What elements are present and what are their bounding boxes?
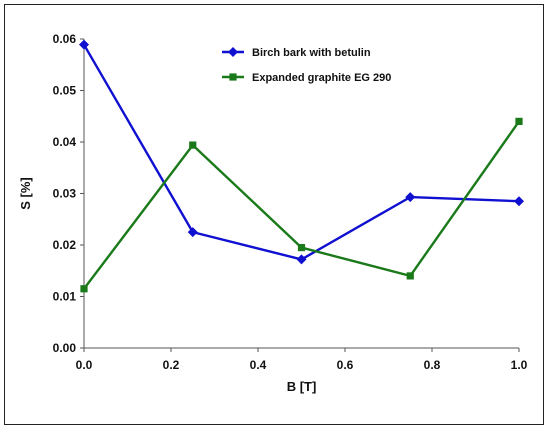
legend-label: Expanded graphite EG 290 — [252, 72, 391, 84]
x-axis-label: B [T] — [287, 379, 317, 394]
series-1 — [79, 39, 524, 265]
legend-entry-1: Birch bark with betulin — [222, 47, 371, 59]
legend-label: Birch bark with betulin — [252, 47, 371, 59]
y-tick-label: 0.05 — [53, 84, 77, 98]
x-tick-label: 1.0 — [511, 358, 528, 372]
data-point — [297, 243, 306, 252]
x-tick-label: 0.6 — [337, 358, 354, 372]
data-point — [405, 192, 416, 203]
data-point — [514, 196, 524, 207]
x-tick-label: 0.4 — [250, 358, 267, 372]
data-point — [515, 117, 523, 125]
legend-entry-2: Expanded graphite EG 290 — [222, 72, 391, 84]
y-tick-label: 0.02 — [53, 238, 77, 252]
ticks: 0.00 0.01 0.02 0.03 0.04 0.05 0.06 0.0 0.2 0.4 0.6… — [53, 32, 528, 372]
x-tick-label: 0.8 — [424, 358, 441, 372]
data-point — [79, 39, 89, 50]
data-point — [296, 254, 307, 265]
legend: Birch bark with betulin Expanded graphite… — [222, 47, 391, 84]
series-2 — [80, 117, 523, 293]
y-tick-label: 0.04 — [53, 135, 77, 149]
data-point — [189, 141, 197, 149]
y-axis-label: S [%] — [18, 177, 33, 210]
x-tick-label: 0.0 — [76, 358, 93, 372]
legend-marker — [228, 47, 238, 57]
y-tick-label: 0.06 — [53, 32, 77, 46]
axes — [83, 39, 519, 349]
data-point — [406, 272, 414, 280]
y-tick-label: 0.01 — [53, 290, 77, 304]
series-layer — [79, 39, 524, 293]
y-tick-label: 0.03 — [53, 187, 77, 201]
data-point — [80, 285, 88, 293]
data-point — [187, 227, 198, 238]
y-tick-label: 0.00 — [53, 341, 77, 355]
x-tick-label: 0.2 — [163, 358, 180, 372]
legend-marker — [229, 73, 237, 81]
